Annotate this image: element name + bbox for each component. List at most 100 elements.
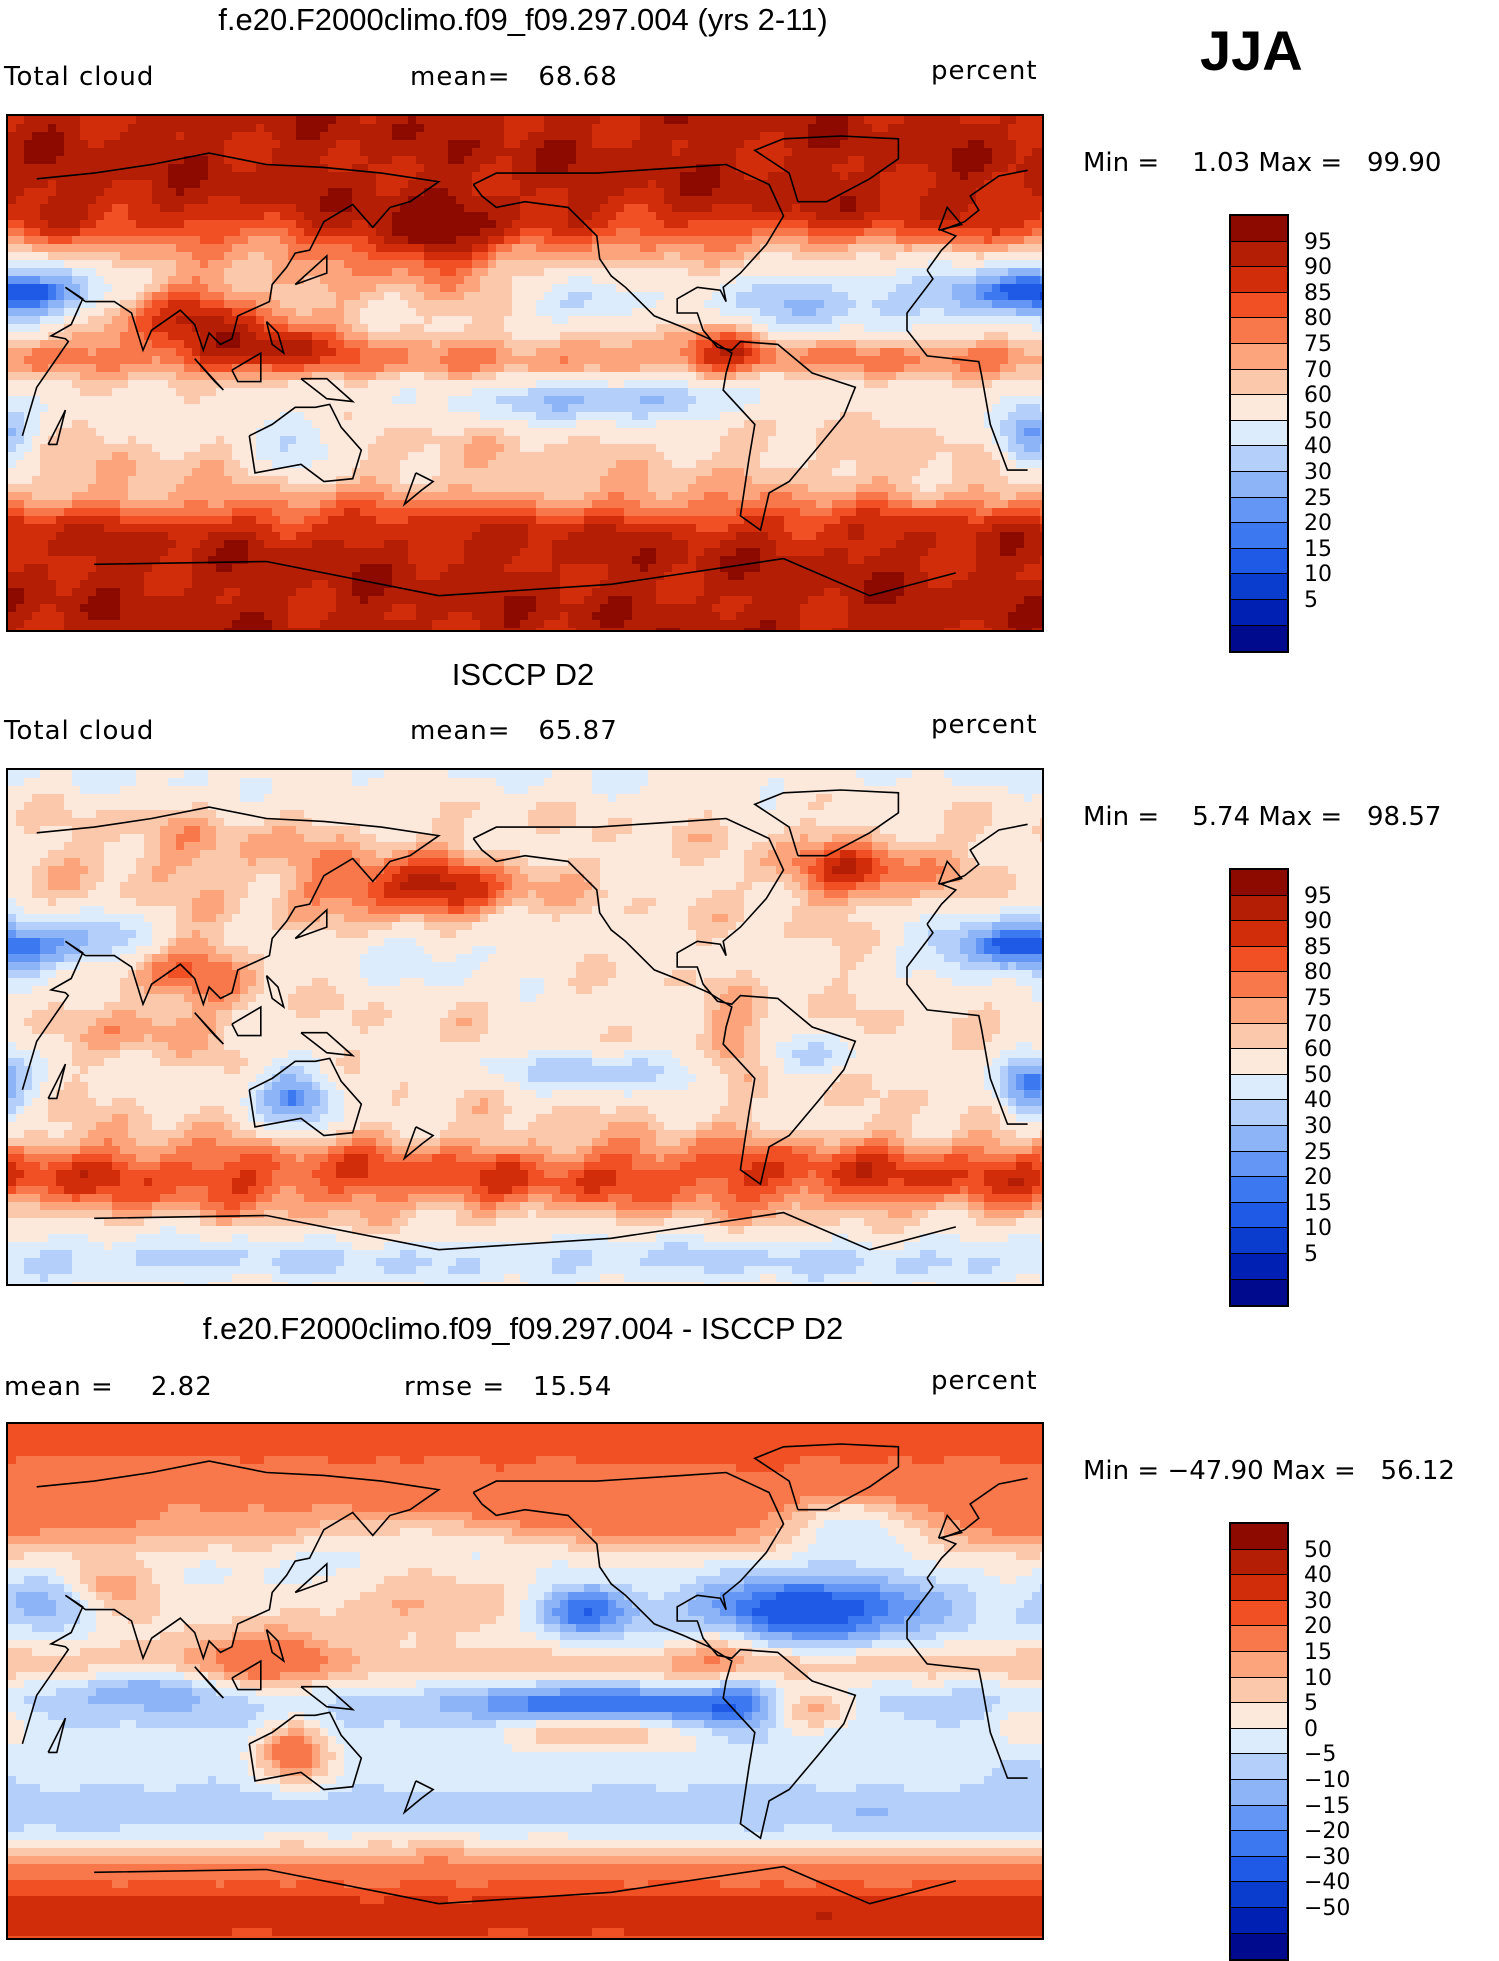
colorbar-tick-label: 95 [1304,230,1332,255]
colorbar-swatch [1231,1754,1287,1780]
mean-label: mean = 2.82 [4,1372,213,1402]
colorbar-tick-label: 50 [1304,1063,1332,1088]
colorbar-tick-label: 10 [1304,562,1332,587]
units-label: percent [931,1366,1038,1396]
colorbar-swatch [1231,1550,1287,1576]
colorbar-tick-label: 20 [1304,511,1332,536]
panel-title: f.e20.F2000climo.f09_f09.297.004 (yrs 2-… [0,2,1046,38]
colorbar-swatch [1231,1177,1287,1203]
colorbar-swatch [1231,626,1287,652]
colorbar-swatch [1231,1280,1287,1306]
colorbar-swatch [1231,1524,1287,1550]
units-label: percent [931,710,1038,740]
colorbar-tick-label: 50 [1304,409,1332,434]
colorbar-tick-label: 30 [1304,460,1332,485]
colorbar-tick-label: 40 [1304,1088,1332,1113]
colorbar-swatch [1231,1729,1287,1755]
minmax-label: Min = 5.74 Max = 98.57 [1083,802,1441,832]
colorbar-tick-label: 15 [1304,1191,1332,1216]
colorbar-tick-label: 10 [1304,1666,1332,1691]
colorbar-tick-label: 25 [1304,486,1332,511]
colorbar-tick-label: −30 [1304,1845,1350,1870]
colorbar-swatch [1231,1126,1287,1152]
colorbar-tick-label: 20 [1304,1614,1332,1639]
colorbar-tick-label: 90 [1304,909,1332,934]
colorbar-tick-label: −15 [1304,1794,1350,1819]
map-model [6,114,1044,632]
colorbar-swatch [1231,1075,1287,1101]
colorbar-tick-label: 5 [1304,588,1318,613]
panel-title: f.e20.F2000climo.f09_f09.297.004 - ISCCP… [0,1311,1046,1347]
colorbar-swatch [1231,1678,1287,1704]
colorbar-swatch [1231,896,1287,922]
colorbar-tick-label: 80 [1304,960,1332,985]
colorbar-tick-label: 5 [1304,1691,1318,1716]
colorbar-tick-label: 30 [1304,1589,1332,1614]
colorbar-swatch [1231,1934,1287,1960]
colorbar-swatch [1231,472,1287,498]
colorbar-swatch [1231,1703,1287,1729]
colorbar-tick-label: 80 [1304,306,1332,331]
colorbar-swatch [1231,344,1287,370]
colorbar-swatch [1231,1228,1287,1254]
colorbar-tick-label: 0 [1304,1717,1318,1742]
colorbar-swatch [1231,1857,1287,1883]
colorbar-swatch [1231,421,1287,447]
colorbar-swatch [1231,1626,1287,1652]
colorbar-swatch [1231,523,1287,549]
colorbar-swatch [1231,998,1287,1024]
colorbar-tick-label: −40 [1304,1870,1350,1895]
colorbar-swatch [1231,1024,1287,1050]
colorbar-swatch [1231,1203,1287,1229]
colorbar-tick-label: 50 [1304,1538,1332,1563]
colorbar-swatch [1231,1100,1287,1126]
colorbar-swatch [1231,972,1287,998]
colorbar [1229,214,1289,653]
colorbar-swatch [1231,267,1287,293]
colorbar-swatch [1231,1882,1287,1908]
colorbar-swatch [1231,549,1287,575]
colorbar-tick-label: 85 [1304,935,1332,960]
colorbar-tick-label: −50 [1304,1896,1350,1921]
colorbar-swatch [1231,1908,1287,1934]
colorbar-tick-label: 60 [1304,1037,1332,1062]
colorbar-swatch [1231,921,1287,947]
season-label: JJA [1200,18,1303,83]
panel-title: ISCCP D2 [0,657,1046,693]
variable-label: Total cloud [4,62,154,92]
colorbar-swatch [1231,1831,1287,1857]
colorbar-tick-label: 15 [1304,1640,1332,1665]
colorbar-swatch [1231,1780,1287,1806]
colorbar [1229,1522,1289,1961]
field-cells [8,770,1042,1284]
colorbar-swatch [1231,318,1287,344]
colorbar-swatch [1231,1049,1287,1075]
colorbar-tick-label: −20 [1304,1819,1350,1844]
colorbar-swatch [1231,446,1287,472]
colorbar-swatch [1231,216,1287,242]
colorbar-tick-label: 5 [1304,1242,1318,1267]
colorbar-swatch [1231,1152,1287,1178]
colorbar-swatch [1231,242,1287,268]
colorbar-tick-label: 70 [1304,358,1332,383]
colorbar-tick-label: 85 [1304,281,1332,306]
variable-label: Total cloud [4,716,154,746]
colorbar-swatch [1231,947,1287,973]
colorbar-tick-label: 15 [1304,537,1332,562]
map-diff [6,1422,1044,1940]
colorbar-swatch [1231,574,1287,600]
colorbar-tick-label: 40 [1304,434,1332,459]
minmax-label: Min = 1.03 Max = 99.90 [1083,148,1441,178]
colorbar-tick-label: 95 [1304,884,1332,909]
colorbar-tick-label: 75 [1304,986,1332,1011]
colorbar-swatch [1231,293,1287,319]
colorbar-tick-label: −10 [1304,1768,1350,1793]
colorbar-swatch [1231,1806,1287,1832]
mean-label: mean= 65.87 [410,716,618,746]
colorbar-swatch [1231,600,1287,626]
colorbar-swatch [1231,1254,1287,1280]
colorbar-swatch [1231,1601,1287,1627]
colorbar-swatch [1231,370,1287,396]
colorbar-tick-label: 20 [1304,1165,1332,1190]
colorbar-tick-label: 75 [1304,332,1332,357]
